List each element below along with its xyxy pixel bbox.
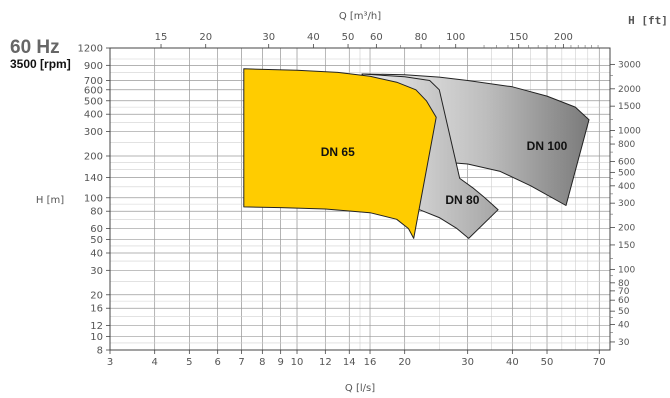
bottom-tick-label: 16 xyxy=(364,357,377,368)
operating-regions xyxy=(243,68,590,239)
bottom-tick-label: 4 xyxy=(151,357,157,368)
top-tick-label: 80 xyxy=(415,32,428,43)
left-tick-label: 900 xyxy=(84,61,103,72)
left-tick-label: 140 xyxy=(84,173,103,184)
right-tick-label: 100 xyxy=(618,265,635,275)
speed-label: 3500 [rpm] xyxy=(10,57,71,71)
right-tick-label: 800 xyxy=(618,140,635,150)
bottom-tick-label: 5 xyxy=(186,357,192,368)
bottom-tick-label: 7 xyxy=(238,357,244,368)
right-tick-label: 3000 xyxy=(618,60,641,70)
left-tick-label: 80 xyxy=(90,207,103,218)
left-tick-label: 600 xyxy=(84,85,103,96)
y-axis-title: H [m] xyxy=(36,195,64,206)
left-tick-label: 500 xyxy=(84,96,103,107)
left-tick-label: 30 xyxy=(90,266,103,277)
bottom-tick-label: 9 xyxy=(277,357,283,368)
right-tick-label: 2000 xyxy=(618,85,641,95)
left-tick-label: 20 xyxy=(90,290,103,301)
top-tick-label: 20 xyxy=(199,32,212,43)
left-tick-label: 400 xyxy=(84,110,103,121)
right-tick-label: 60 xyxy=(618,296,630,306)
bottom-tick-label: 6 xyxy=(214,357,220,368)
right-tick-label: 70 xyxy=(618,287,630,297)
left-tick-label: 12 xyxy=(90,321,103,332)
top-ticks: 15 20 30 40 50 60 80 100 150 200 xyxy=(155,32,599,48)
top-tick-label: 30 xyxy=(262,32,275,43)
bottom-tick-label: 3 xyxy=(107,357,113,368)
bottom-tick-label: 30 xyxy=(461,357,474,368)
right-tick-label: 80 xyxy=(618,279,630,289)
top-tick-label: 50 xyxy=(342,32,355,43)
bottom-tick-label: 14 xyxy=(343,357,356,368)
right-tick-label: 1000 xyxy=(618,127,641,137)
right-tick-label: 400 xyxy=(618,182,635,192)
region-label-dn-65: DN 65 xyxy=(321,145,355,159)
region-dn-65 xyxy=(243,68,437,239)
bottom-ticks: 3 4 5 6 7 8 9 10 12 14 16 20 30 40 50 70 xyxy=(107,350,606,368)
region-labels: DN 100 DN 80 DN 65 xyxy=(321,139,568,207)
top-tick-label: 100 xyxy=(446,32,465,43)
left-tick-label: 700 xyxy=(84,76,103,87)
right-tick-label: 150 xyxy=(618,241,635,251)
plot-frame xyxy=(109,47,611,351)
left-tick-label: 100 xyxy=(84,193,103,204)
left-tick-label: 60 xyxy=(90,224,103,235)
x-axis-title: Q [l/s] xyxy=(345,383,375,394)
top-tick-label: 200 xyxy=(554,32,573,43)
left-tick-label: 1200 xyxy=(78,44,103,55)
right-axis-title: H [ft] xyxy=(628,14,668,27)
top-axis-title: Q [m³/h] xyxy=(339,11,381,22)
right-tick-label: 50 xyxy=(618,307,630,317)
left-tick-label: 50 xyxy=(90,235,103,246)
left-tick-label: 300 xyxy=(84,127,103,138)
right-tick-label: 300 xyxy=(618,199,635,209)
bottom-tick-label: 20 xyxy=(398,357,411,368)
left-tick-label: 8 xyxy=(97,346,103,357)
bottom-tick-label: 12 xyxy=(319,357,332,368)
right-tick-label: 500 xyxy=(618,168,635,178)
right-tick-label: 30 xyxy=(618,338,630,348)
right-tick-label: 200 xyxy=(618,224,635,234)
bottom-tick-label: 8 xyxy=(259,357,265,368)
right-tick-label: 600 xyxy=(618,157,635,167)
region-label-dn-80: DN 80 xyxy=(445,193,479,207)
top-tick-label: 60 xyxy=(370,32,383,43)
left-tick-label: 10 xyxy=(90,332,103,343)
top-tick-label: 15 xyxy=(155,32,168,43)
right-tick-label: 1500 xyxy=(618,102,641,112)
frequency-label: 60 Hz xyxy=(10,37,60,58)
bottom-tick-label: 40 xyxy=(506,357,519,368)
top-tick-label: 150 xyxy=(509,32,528,43)
right-tick-label: 40 xyxy=(618,321,630,331)
bottom-tick-label: 50 xyxy=(541,357,554,368)
left-tick-label: 16 xyxy=(90,304,103,315)
top-tick-label: 40 xyxy=(307,32,320,43)
left-tick-label: 200 xyxy=(84,151,103,162)
left-tick-label: 40 xyxy=(90,248,103,259)
bottom-tick-label: 70 xyxy=(593,357,606,368)
bottom-tick-label: 10 xyxy=(291,357,304,368)
region-label-dn-100: DN 100 xyxy=(527,139,568,153)
